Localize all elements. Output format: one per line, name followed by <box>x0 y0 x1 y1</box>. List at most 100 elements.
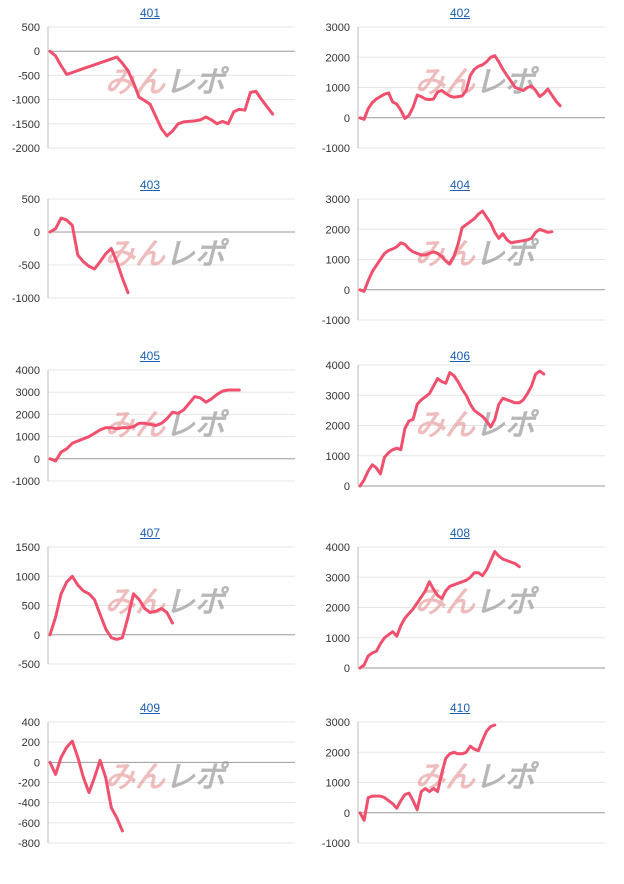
chart-title-link[interactable]: 403 <box>139 178 161 192</box>
y-tick-label: -2000 <box>12 143 40 155</box>
chart-title-link[interactable]: 404 <box>449 178 471 192</box>
chart-title-link[interactable]: 406 <box>449 349 471 363</box>
y-tick-label: -500 <box>18 260 40 272</box>
y-tick-label: 2000 <box>326 603 350 615</box>
y-tick-label: 1000 <box>326 451 350 463</box>
chart-title-link[interactable]: 402 <box>449 6 471 20</box>
series-line <box>358 209 554 293</box>
chart-panel-409: 409 400 200 0 -200 -400 -600 -800 みんレポ <box>0 695 300 865</box>
y-tick-label: 400 <box>22 717 40 729</box>
y-tick-label: 3000 <box>326 194 350 206</box>
y-tick-label: 2000 <box>16 409 40 421</box>
y-tick-label: -1000 <box>322 838 350 850</box>
y-tick-label: -1500 <box>12 119 40 131</box>
y-tick-label: 0 <box>34 757 40 769</box>
y-tick-label: 0 <box>34 630 40 642</box>
series-line <box>48 739 124 833</box>
chart-panel-406: 406 4000 3000 2000 1000 0 みんレポ <box>310 343 610 513</box>
chart-title-link[interactable]: 409 <box>139 701 161 715</box>
y-tick-label: -500 <box>18 659 40 671</box>
chart-title-link[interactable]: 401 <box>139 6 161 20</box>
y-tick-label: -200 <box>18 778 40 790</box>
watermark-logo: みんレポ <box>105 586 230 619</box>
watermark-logo: みんレポ <box>105 238 230 271</box>
chart-panel-405: 405 4000 3000 2000 1000 0 -1000 みんレポ <box>0 343 300 513</box>
y-tick-label: 500 <box>22 601 40 613</box>
y-tick-label: 1000 <box>326 778 350 790</box>
y-tick-label: 4000 <box>326 542 350 554</box>
y-tick-label: 1000 <box>16 571 40 583</box>
line-chart-405: 4000 3000 2000 1000 0 -1000 みんレポ <box>12 365 295 488</box>
line-chart-403: 500 0 -500 -1000 みんレポ <box>12 194 295 305</box>
y-tick-label: 1500 <box>16 542 40 554</box>
y-tick-label: 3000 <box>326 717 350 729</box>
series-line <box>48 216 130 295</box>
y-tick-label: 2000 <box>326 747 350 759</box>
y-tick-label: 1000 <box>326 83 350 95</box>
series-line <box>48 388 241 463</box>
y-tick-label: 0 <box>344 481 350 493</box>
y-tick-label: -400 <box>18 798 40 810</box>
y-tick-label: 500 <box>22 22 40 34</box>
chart-panel-408: 408 4000 3000 2000 1000 0 みんレポ <box>310 520 610 690</box>
line-chart-401: 500 0 -500 -1000 -1500 -2000 みんレポ <box>12 22 295 155</box>
y-tick-label: 2000 <box>326 224 350 236</box>
y-tick-label: -1000 <box>322 315 350 327</box>
y-tick-label: 1000 <box>16 432 40 444</box>
y-tick-label: 0 <box>344 808 350 820</box>
chart-title-link[interactable]: 405 <box>139 349 161 363</box>
chart-panel-404: 404 3000 2000 1000 0 -1000 みんレポ <box>310 172 610 342</box>
series-line <box>358 54 562 121</box>
y-tick-label: -600 <box>18 818 40 830</box>
line-chart-406: 4000 3000 2000 1000 0 みんレポ <box>326 360 605 493</box>
svg-text:みんレポ: みんレポ <box>105 586 230 619</box>
watermark-logo: みんレポ <box>105 66 230 99</box>
y-tick-label: -1000 <box>12 476 40 488</box>
y-tick-label: -1000 <box>12 293 40 305</box>
chart-panel-403: 403 500 0 -500 -1000 みんレポ <box>0 172 300 342</box>
y-tick-label: 1000 <box>326 633 350 645</box>
chart-title-link[interactable]: 407 <box>139 526 161 540</box>
watermark-logo: みんレポ <box>105 761 230 794</box>
svg-text:みんレポ: みんレポ <box>415 761 540 794</box>
y-tick-label: 500 <box>22 194 40 206</box>
y-tick-label: 2000 <box>326 421 350 433</box>
chart-panel-407: 407 1500 1000 500 0 -500 みんレポ <box>0 520 300 690</box>
watermark-logo: みんレポ <box>415 238 540 271</box>
y-tick-label: 3000 <box>326 22 350 34</box>
series-line <box>358 369 546 488</box>
y-tick-label: 0 <box>344 113 350 125</box>
y-tick-label: 0 <box>344 663 350 675</box>
svg-text:みんレポ: みんレポ <box>105 761 230 794</box>
series-line <box>48 49 275 138</box>
y-tick-label: 0 <box>34 454 40 466</box>
series-line <box>48 574 174 641</box>
y-tick-label: -1000 <box>12 95 40 107</box>
svg-text:みんレポ: みんレポ <box>105 238 230 271</box>
chart-panel-402: 402 3000 2000 1000 0 -1000 みんレポ <box>310 0 610 170</box>
y-tick-label: 4000 <box>16 365 40 377</box>
svg-text:みんレポ: みんレポ <box>415 409 540 442</box>
watermark-logo: みんレポ <box>415 409 540 442</box>
y-tick-label: 200 <box>22 737 40 749</box>
chart-title-link[interactable]: 408 <box>449 526 471 540</box>
svg-text:みんレポ: みんレポ <box>415 66 540 99</box>
line-chart-404: 3000 2000 1000 0 -1000 みんレポ <box>322 194 605 327</box>
y-tick-label: -500 <box>18 70 40 82</box>
y-tick-label: 1000 <box>326 255 350 267</box>
svg-text:みんレポ: みんレポ <box>105 66 230 99</box>
series-line <box>358 723 497 822</box>
line-chart-402: 3000 2000 1000 0 -1000 みんレポ <box>322 22 605 155</box>
y-tick-label: 3000 <box>326 572 350 584</box>
chart-panel-410: 410 3000 2000 1000 0 -1000 みんレポ <box>310 695 610 865</box>
svg-text:みんレポ: みんレポ <box>415 238 540 271</box>
chart-title-link[interactable]: 410 <box>449 701 471 715</box>
y-tick-label: -1000 <box>322 143 350 155</box>
chart-panel-401: 401 500 0 -500 -1000 -1500 -2000 みんレポ <box>0 0 300 170</box>
series-line <box>358 550 521 670</box>
y-tick-label: 3000 <box>16 387 40 399</box>
watermark-logo: みんレポ <box>415 761 540 794</box>
y-tick-label: 0 <box>34 46 40 58</box>
y-tick-label: -800 <box>18 838 40 850</box>
